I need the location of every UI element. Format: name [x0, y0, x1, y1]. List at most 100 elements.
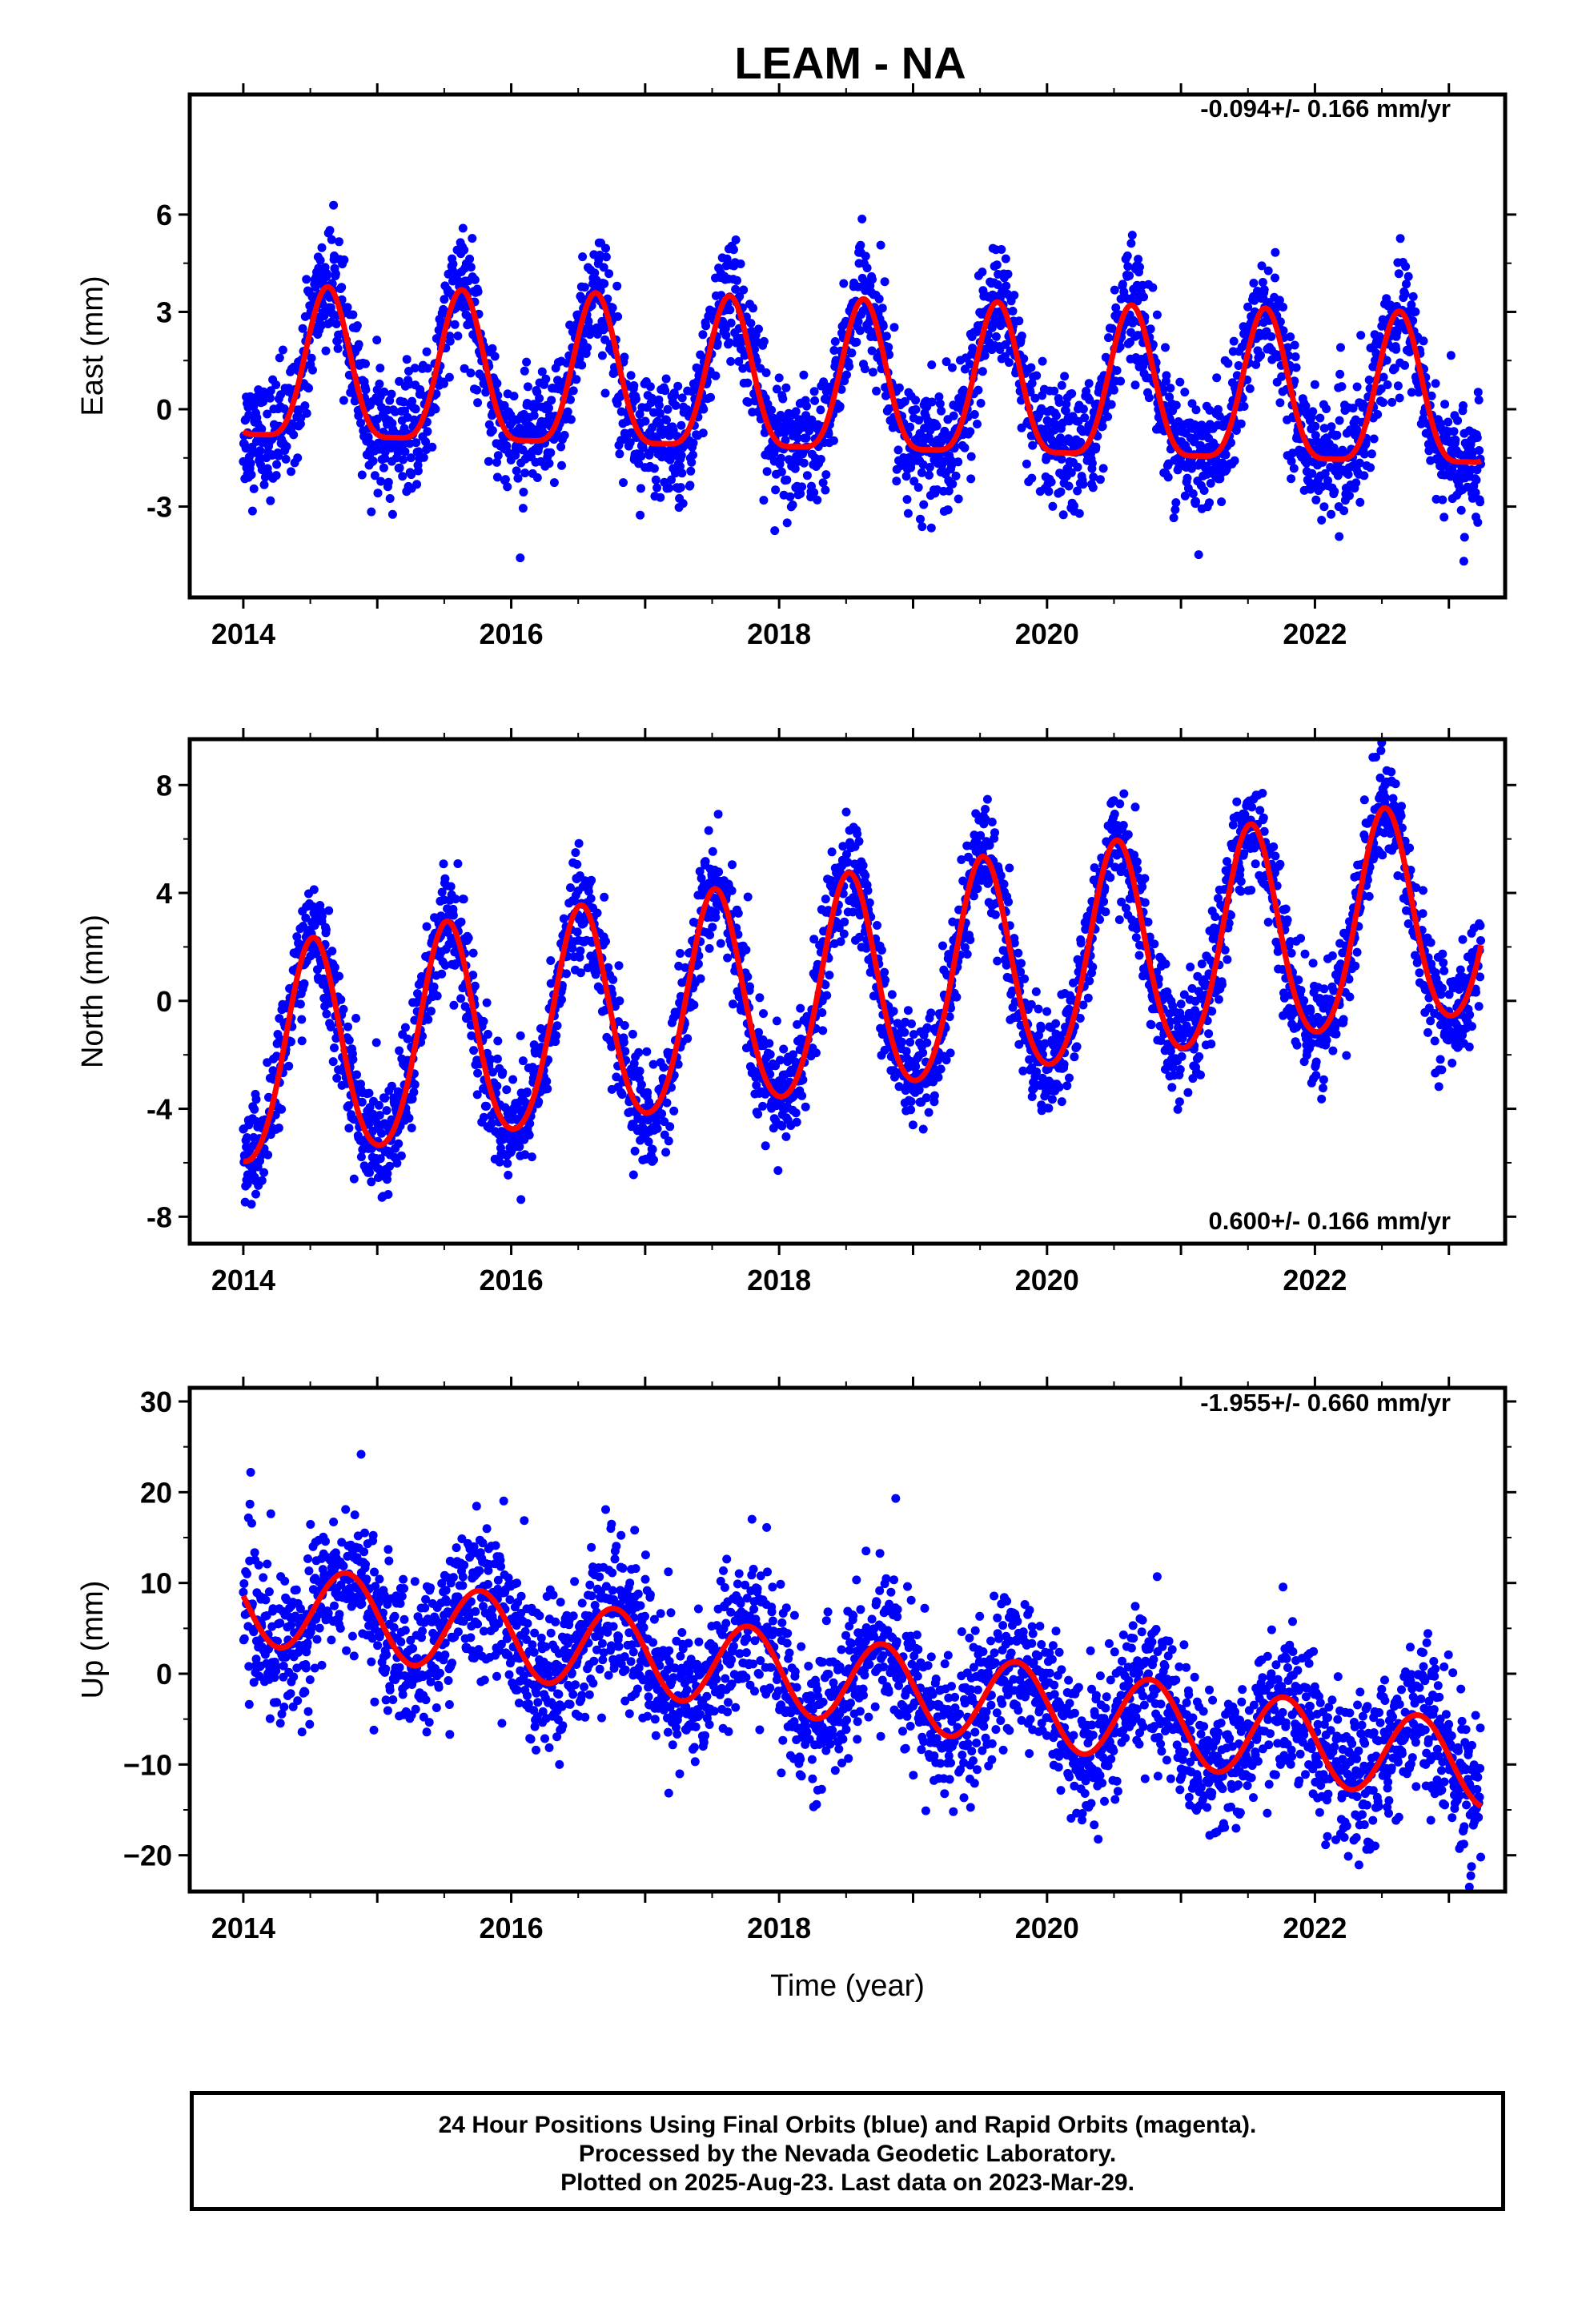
data-point [1064, 481, 1074, 491]
data-point [339, 1004, 348, 1014]
data-point [705, 943, 714, 953]
data-point [818, 1026, 828, 1035]
data-point [901, 1047, 911, 1056]
data-point [914, 1085, 924, 1095]
data-point [257, 424, 267, 434]
data-point [458, 223, 468, 233]
data-point [1352, 382, 1362, 392]
data-point [409, 1088, 419, 1097]
data-point [1319, 424, 1329, 433]
data-point [1256, 351, 1266, 360]
data-point [842, 850, 851, 859]
data-point [1275, 317, 1285, 327]
data-point [654, 400, 664, 410]
data-point [1382, 294, 1391, 304]
data-point [770, 526, 780, 536]
data-point [559, 914, 568, 923]
data-point [629, 381, 639, 390]
data-point [947, 363, 957, 372]
data-point [727, 886, 737, 895]
data-point [636, 1080, 646, 1089]
data-point [884, 343, 893, 352]
data-point [1122, 251, 1132, 260]
data-point [1214, 404, 1223, 414]
data-point [685, 480, 695, 490]
data-point [1320, 468, 1330, 478]
data-point [511, 451, 520, 460]
data-point [789, 1050, 798, 1059]
data-point [821, 470, 831, 480]
data-point [723, 953, 733, 963]
data-point [304, 384, 313, 393]
data-point [1027, 473, 1037, 483]
data-point [368, 456, 378, 466]
data-point [1345, 491, 1354, 501]
data-point [311, 915, 320, 924]
data-point [549, 478, 559, 488]
data-point [969, 891, 978, 901]
data-point [513, 473, 523, 483]
model-fit-line [241, 283, 1483, 465]
y-tick-label: -3 [147, 491, 172, 524]
data-point [322, 269, 331, 279]
data-point [801, 1102, 810, 1112]
data-point [504, 1170, 513, 1180]
data-point [473, 287, 483, 296]
data-point [911, 404, 921, 414]
data-point [1054, 398, 1064, 407]
data-point [845, 362, 854, 371]
data-point [981, 344, 990, 354]
data-point [1197, 420, 1207, 430]
data-point [308, 365, 317, 375]
data-point [665, 484, 674, 493]
data-point [344, 1035, 354, 1045]
data-point [1014, 948, 1023, 958]
data-point [993, 956, 1002, 966]
data-point [432, 991, 442, 1001]
data-point [1319, 502, 1329, 512]
data-point [1339, 506, 1349, 516]
data-point [857, 215, 867, 223]
data-point [676, 461, 685, 471]
data-point [265, 393, 275, 403]
data-point [387, 509, 397, 519]
data-point [640, 416, 650, 426]
data-point [855, 932, 864, 942]
data-point [1078, 480, 1088, 489]
data-point [1335, 416, 1344, 425]
data-point [1322, 404, 1331, 413]
data-point [460, 364, 469, 373]
data-point [326, 1023, 335, 1031]
data-point [1128, 316, 1138, 325]
data-point [1393, 381, 1403, 391]
data-point [1332, 430, 1342, 440]
data-point [647, 393, 656, 403]
data-point [648, 1144, 657, 1154]
data-point [293, 453, 303, 463]
data-point [1291, 352, 1300, 361]
data-point [1474, 396, 1484, 404]
data-point [565, 320, 575, 330]
data-point [329, 200, 339, 210]
data-point [1215, 412, 1224, 421]
data-point [1010, 939, 1019, 948]
data-point [1194, 550, 1203, 560]
data-point [1308, 407, 1318, 416]
data-point [1271, 273, 1279, 283]
data-point [385, 1161, 395, 1171]
data-point [676, 483, 685, 493]
data-point [295, 999, 305, 1009]
data-point [781, 436, 790, 445]
data-point [1170, 505, 1180, 514]
data-point [1476, 497, 1485, 507]
data-point [274, 451, 283, 460]
data-point [840, 917, 849, 927]
data-point [1271, 247, 1280, 257]
data-point [946, 1048, 955, 1058]
data-point [492, 1081, 502, 1091]
data-point [1391, 344, 1401, 354]
data-point [453, 332, 463, 340]
data-point [856, 240, 865, 250]
data-point [419, 452, 428, 462]
